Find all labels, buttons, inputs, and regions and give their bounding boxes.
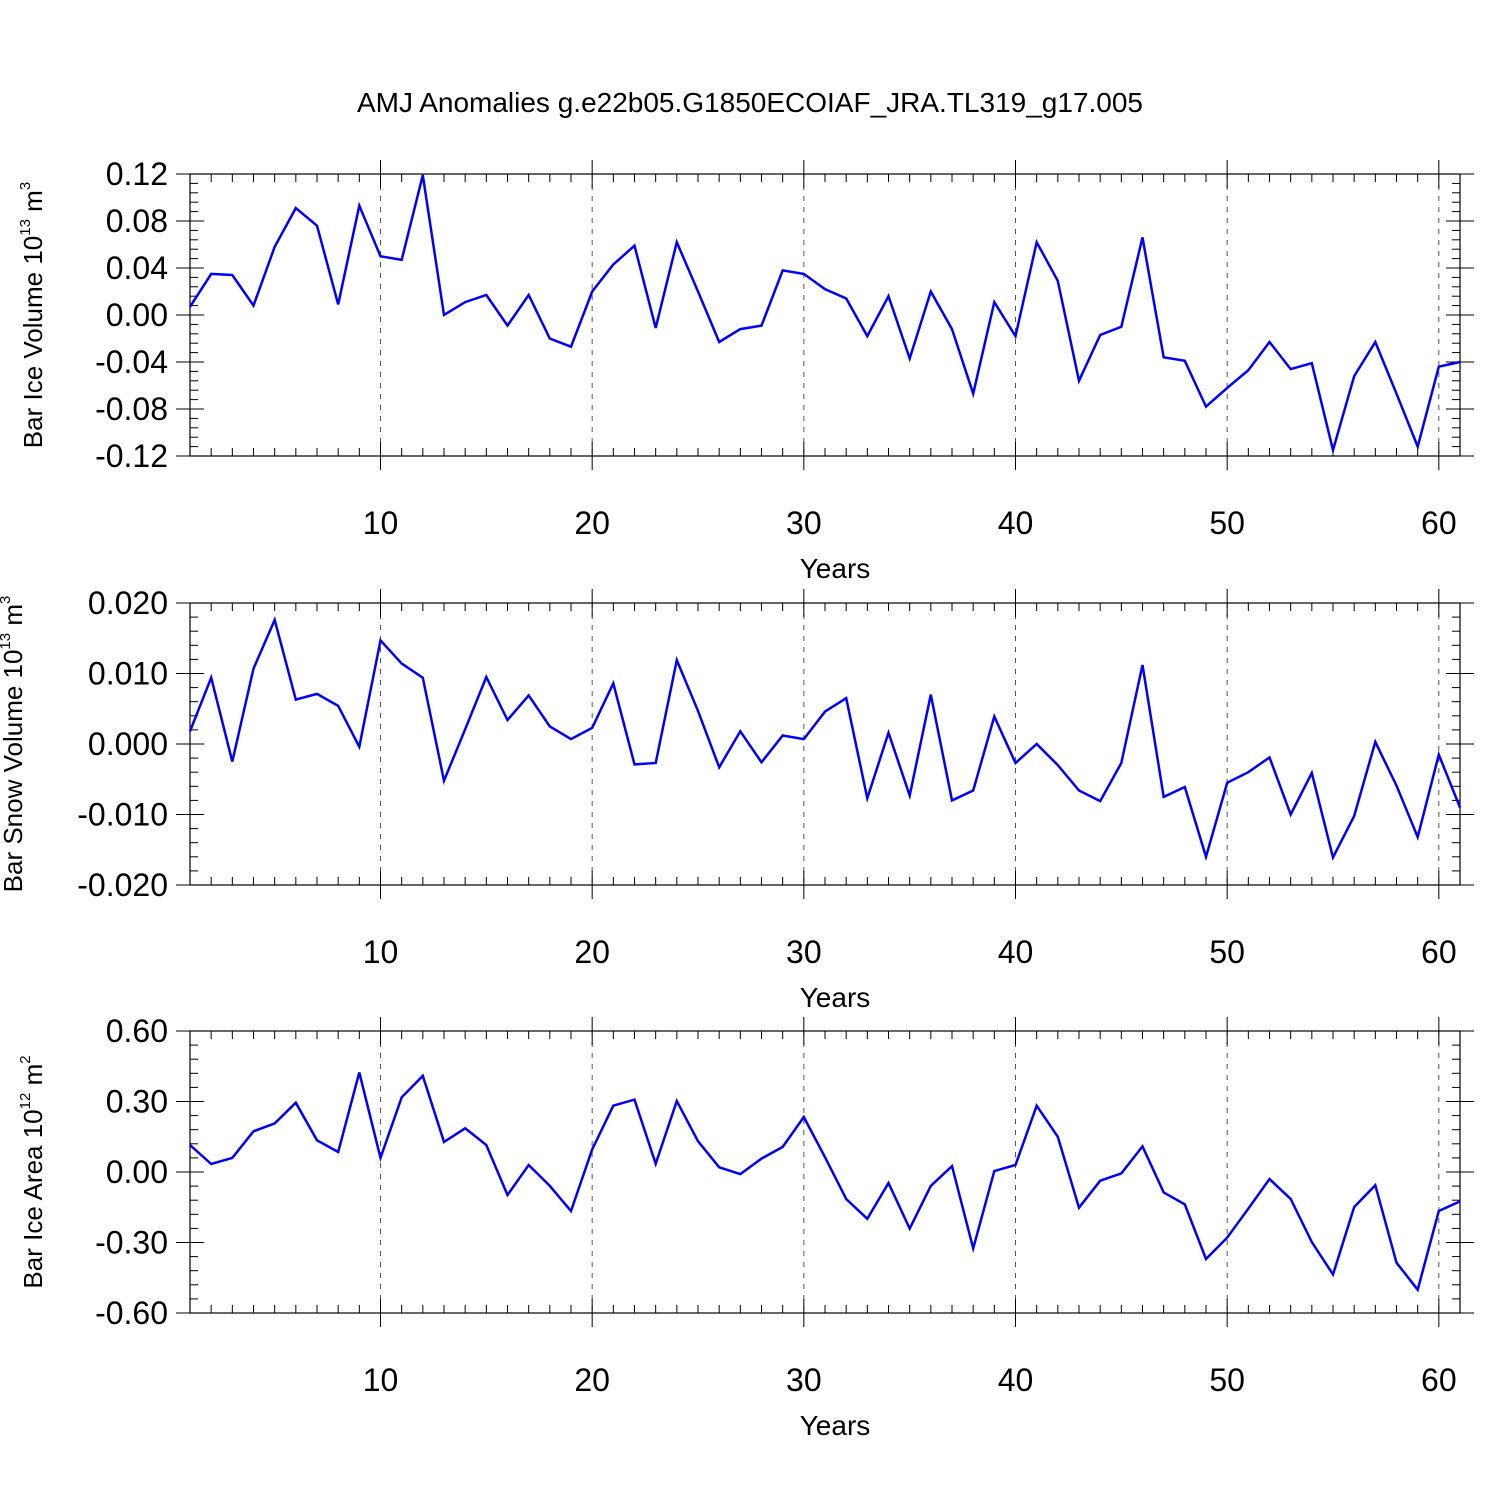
y-label-text: Bar Ice Volume 10 — [18, 236, 48, 448]
x-tick-label: 40 — [998, 505, 1034, 541]
chart-panel-3: 10 20 30 40 50 60 -0.60 -0.30 0.00 0.30 0.60 Years B… — [17, 1013, 1474, 1441]
y-tick-label: 0.12 — [106, 156, 168, 192]
y-label-text: Bar Ice Area 10 — [18, 1109, 48, 1288]
y-axis-label: Bar Ice Volume 1013 m3 — [17, 182, 48, 448]
y-label-superscript: 2 — [17, 1055, 34, 1063]
x-axis-label: Years — [800, 553, 871, 584]
x-axis-label: Years — [800, 1410, 871, 1441]
y-tick-label: 0.60 — [106, 1013, 168, 1049]
y-label-superscript: 13 — [0, 633, 14, 650]
series-line — [188, 174, 1461, 455]
chart-panel-1: 10 20 30 40 50 60 -0.12 -0.08 -0.04 0.00 0.04 0.08 0… — [17, 156, 1474, 584]
x-tick-label: 50 — [1209, 1362, 1245, 1398]
plot-frame — [189, 1030, 1461, 1314]
x-tick-label: 60 — [1421, 1362, 1457, 1398]
figure-title: AMJ Anomalies g.e22b05.G1850ECOIAF_JRA.T… — [357, 87, 1143, 118]
x-tick-label: 20 — [574, 934, 610, 970]
y-tick-label: 0.000 — [88, 726, 168, 762]
series-line — [188, 616, 1462, 862]
x-tick-label: 20 — [574, 505, 610, 541]
x-tick-label: 60 — [1421, 505, 1457, 541]
y-label-text: m — [0, 604, 28, 633]
x-tick-label: 50 — [1209, 934, 1245, 970]
x-tick-label: 30 — [786, 934, 822, 970]
y-tick-label: -0.30 — [95, 1225, 168, 1261]
x-tick-label: 10 — [363, 505, 399, 541]
y-tick-label: -0.60 — [95, 1295, 168, 1331]
y-tick-label: -0.04 — [95, 344, 168, 380]
x-tick-label: 30 — [786, 505, 822, 541]
x-tick-label: 40 — [998, 1362, 1034, 1398]
y-tick-label: 0.00 — [106, 297, 168, 333]
y-tick-label: -0.010 — [77, 797, 168, 833]
series-line — [189, 1072, 1461, 1293]
x-axis-label: Years — [800, 982, 871, 1013]
y-label-superscript: 13 — [17, 219, 34, 236]
y-tick-label: 0.08 — [106, 203, 168, 239]
x-tick-label: 10 — [363, 934, 399, 970]
y-label-text: Bar Snow Volume 10 — [0, 650, 28, 893]
y-label-text: m — [18, 190, 48, 219]
y-tick-label: 0.30 — [106, 1084, 168, 1120]
y-label-text: m — [18, 1064, 48, 1093]
y-label-superscript: 3 — [17, 182, 34, 190]
y-tick-label: 0.04 — [106, 250, 168, 286]
x-tick-label: 40 — [998, 934, 1034, 970]
chart-panel-2: 10 20 30 40 50 60 -0.020 -0.010 0.000 0.010 0.020 Y… — [0, 585, 1474, 1013]
plot-frame — [189, 173, 1461, 457]
y-tick-label: -0.08 — [95, 391, 168, 427]
y-tick-label: -0.12 — [95, 438, 168, 474]
x-tick-label: 50 — [1209, 505, 1245, 541]
x-tick-label: 60 — [1421, 934, 1457, 970]
x-tick-label: 10 — [363, 1362, 399, 1398]
x-tick-label: 20 — [574, 1362, 610, 1398]
y-tick-label: 0.00 — [106, 1154, 168, 1190]
y-tick-label: -0.020 — [77, 867, 168, 903]
y-tick-label: 0.020 — [88, 585, 168, 621]
y-label-superscript: 3 — [0, 596, 14, 604]
plot-frame — [189, 602, 1461, 886]
y-axis-label: Bar Snow Volume 1013 m3 — [0, 596, 28, 893]
y-label-superscript: 12 — [17, 1093, 34, 1110]
y-tick-label: 0.010 — [88, 656, 168, 692]
x-tick-label: 30 — [786, 1362, 822, 1398]
y-axis-label: Bar Ice Area 1012 m2 — [17, 1055, 48, 1288]
chart-panels: 10 20 30 40 50 60 -0.12 -0.08 -0.04 0.00 0.04 0.08 0… — [0, 156, 1474, 1441]
